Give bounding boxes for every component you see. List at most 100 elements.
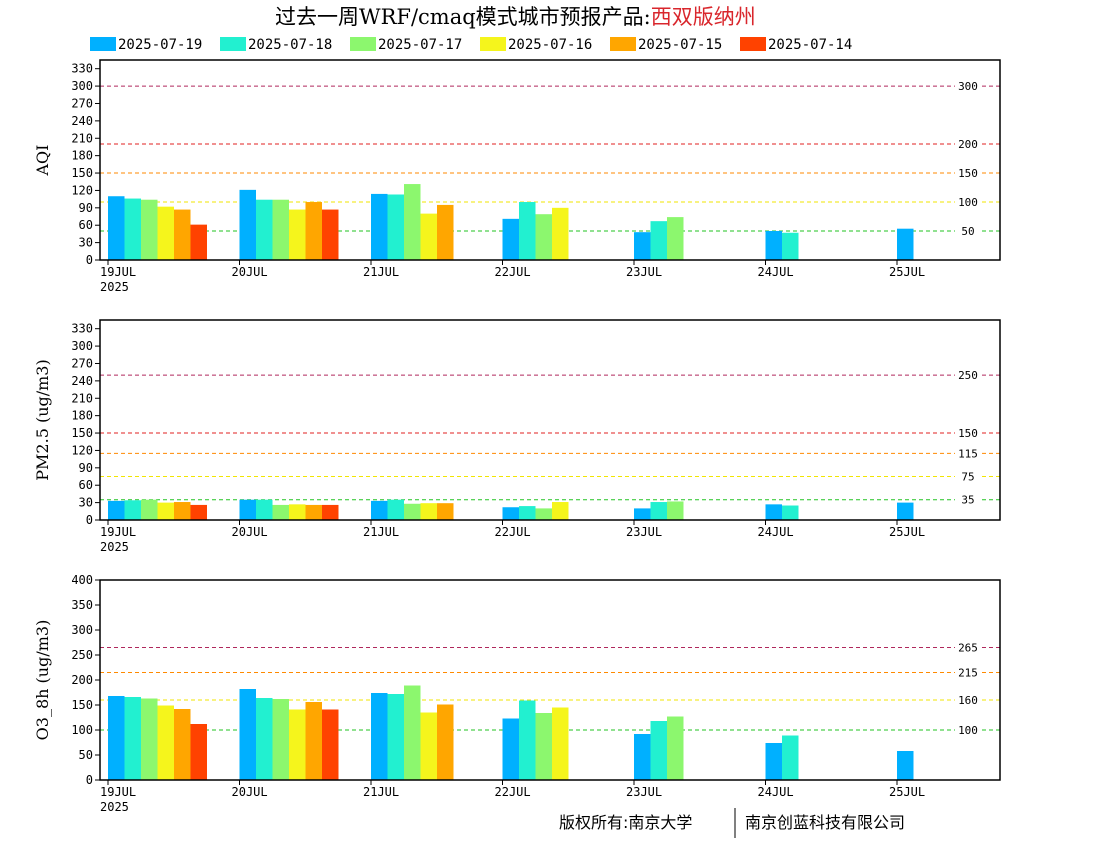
bar (650, 221, 667, 260)
bar (535, 214, 552, 260)
x-tick-label: 25JUL (889, 785, 925, 799)
bar (502, 218, 519, 260)
legend-label: 2025-07-15 (638, 37, 722, 53)
legend-label: 2025-07-14 (768, 37, 852, 53)
y-tick-label: 30 (79, 496, 93, 510)
bar (667, 501, 684, 520)
threshold-label: 200 (958, 138, 978, 151)
bar (272, 504, 289, 520)
bar (437, 204, 454, 260)
x-tick-label: 21JUL (363, 525, 399, 539)
bar (371, 500, 388, 520)
legend-swatch (350, 37, 376, 51)
bar (897, 502, 914, 520)
y-tick-label: 120 (71, 183, 93, 197)
x-tick-label: 21JUL (363, 265, 399, 279)
y-tick-label: 240 (71, 114, 93, 128)
bar (667, 217, 684, 260)
bar (650, 721, 667, 780)
bar (782, 735, 799, 780)
y-tick-label: 400 (71, 573, 93, 587)
threshold-label-bg (955, 694, 981, 706)
x-tick-label: 25JUL (889, 265, 925, 279)
threshold-label-bg (955, 369, 981, 382)
bar (650, 502, 667, 520)
bar (289, 209, 306, 260)
bar (387, 694, 404, 780)
bar (239, 189, 256, 260)
y-tick-label: 210 (71, 131, 93, 145)
threshold-label-bg (955, 470, 981, 483)
legend-label: 2025-07-17 (378, 37, 462, 53)
bar (765, 231, 782, 260)
bar (239, 499, 256, 520)
y-tick-label: 150 (71, 426, 93, 440)
threshold-label: 160 (958, 694, 978, 707)
threshold-label-bg (955, 427, 981, 440)
bar (765, 743, 782, 780)
y-tick-label: 90 (79, 461, 93, 475)
threshold-label: 300 (958, 80, 978, 93)
bar (667, 716, 684, 780)
bar (519, 700, 536, 780)
legend-swatch (220, 37, 246, 51)
y-tick-label: 270 (71, 96, 93, 110)
y-tick-label: 120 (71, 443, 93, 457)
bar (404, 685, 421, 780)
bar (437, 704, 454, 780)
bar (387, 194, 404, 260)
threshold-label-bg (955, 447, 981, 460)
y-tick-label: 210 (71, 391, 93, 405)
y-tick-label: 60 (79, 218, 93, 232)
y-tick-label: 90 (79, 201, 93, 215)
bar (420, 213, 437, 260)
threshold-label-bg (955, 225, 981, 238)
x-tick-label: 20JUL (232, 785, 268, 799)
bar (190, 504, 207, 520)
y-tick-label: 50 (79, 748, 93, 762)
bar (519, 506, 536, 520)
title-city-text: 西双版纳州 (651, 5, 756, 29)
bar (256, 698, 273, 780)
threshold-label: 150 (958, 427, 978, 440)
bar (174, 502, 191, 520)
x-tick-label: 22JUL (495, 785, 531, 799)
bar (124, 500, 141, 520)
bar (782, 505, 799, 520)
bar (420, 503, 437, 520)
threshold-label-bg (955, 724, 981, 736)
y-tick-label: 350 (71, 598, 93, 612)
x-tick-label: 19JUL (100, 785, 136, 799)
x-tick-label: 24JUL (758, 265, 794, 279)
y-tick-label: 300 (71, 339, 93, 353)
x-year-label: 2025 (100, 800, 129, 814)
bar (387, 499, 404, 520)
bar (272, 699, 289, 780)
bar (305, 202, 322, 260)
legend-label: 2025-07-18 (248, 37, 332, 53)
y-axis-label: O3_8h (ug/m3) (33, 620, 52, 741)
bar (404, 184, 421, 260)
y-tick-label: 30 (79, 236, 93, 250)
legend-swatch (610, 37, 636, 51)
legend: 2025-07-19 2025-07-18 2025-07-17 2025-07-16… (90, 37, 852, 53)
chart-panel: 300 200 150 100 50 0 30 60 90 120 150 180 210 240 270 3… (33, 59, 1001, 294)
x-tick-label: 25JUL (889, 525, 925, 539)
bar (322, 209, 339, 260)
y-tick-label: 240 (71, 374, 93, 388)
bar (404, 503, 421, 520)
threshold-label: 35 (961, 494, 974, 507)
bar (124, 198, 141, 260)
threshold-label-bg (955, 641, 981, 654)
x-tick-label: 23JUL (626, 265, 662, 279)
bar (502, 507, 519, 520)
threshold-label: 100 (958, 724, 978, 737)
y-tick-label: 300 (71, 79, 93, 93)
threshold-label: 75 (961, 471, 974, 484)
x-tick-label: 24JUL (758, 785, 794, 799)
y-tick-label: 330 (71, 62, 93, 76)
y-tick-label: 270 (71, 356, 93, 370)
bar (420, 712, 437, 780)
x-tick-label: 19JUL (100, 265, 136, 279)
